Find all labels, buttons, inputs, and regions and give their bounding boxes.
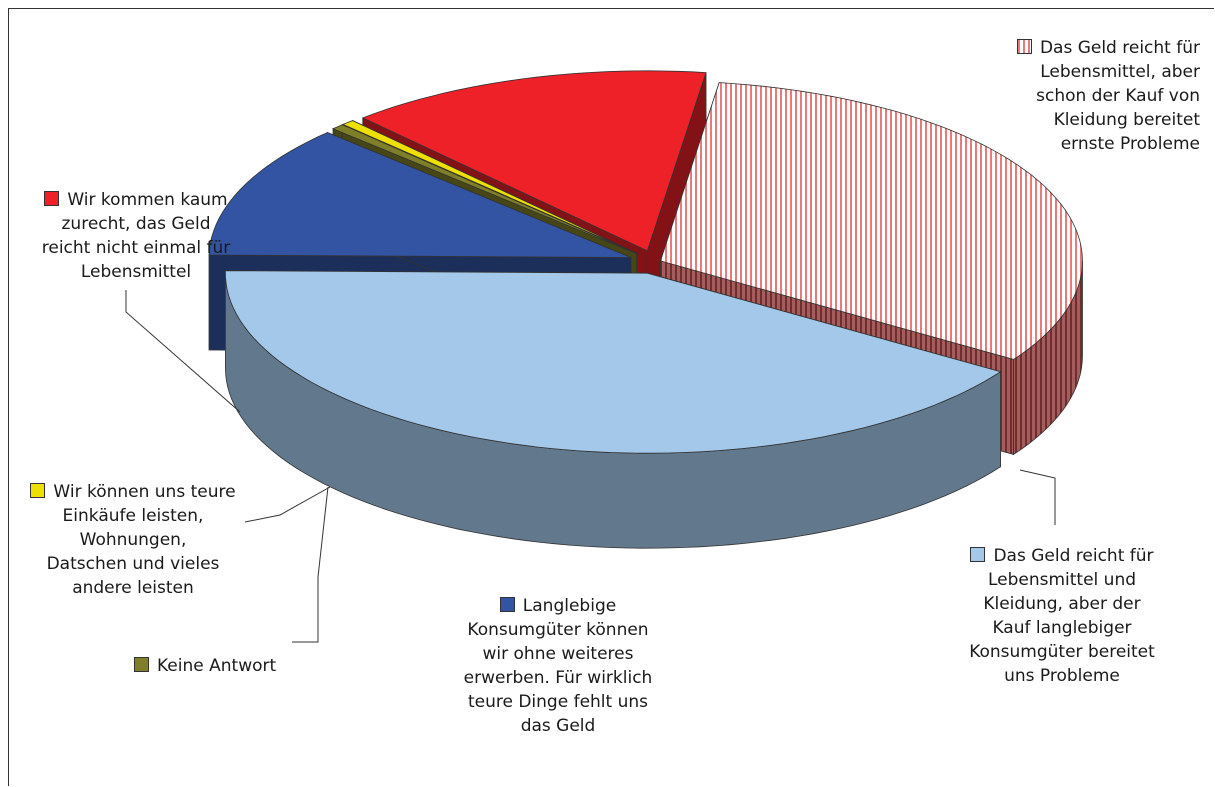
label-keine-antwort: Keine Antwort (134, 630, 294, 678)
label-kleidung-problem: Das Geld reicht für Lebensmittel, aber s… (1002, 12, 1200, 156)
label-langlebig-problem: Das Geld reicht für Lebensmittel und Kle… (969, 546, 1155, 686)
legend-swatch-kleidung (1016, 39, 1032, 54)
slice-2-top (208, 132, 632, 258)
label-kaum-zurecht: Wir kommen kaum zurecht, das Geld reicht… (41, 190, 231, 282)
leader-langlebig (1019, 469, 1056, 525)
slice-5-top (361, 70, 707, 252)
slice-1 (224, 270, 1002, 549)
legend-swatch-teure-dinge (499, 597, 515, 612)
slice-0-top (659, 82, 1083, 360)
label-teure-dinge: Langlebige Konsumgüter können wir ohne w… (463, 596, 653, 736)
legend-swatch-kaum (44, 191, 60, 206)
slice-1-top (224, 270, 1002, 454)
label-teure-einkaeufe: Wir können uns teure Einkäufe leisten, W… (18, 456, 248, 600)
slice-3-top (331, 124, 637, 255)
legend-swatch-teure-einkaeufe (30, 483, 46, 498)
chart-frame (8, 8, 1214, 786)
legend-swatch-keine-antwort (134, 657, 149, 672)
legend-swatch-langlebig (970, 547, 986, 562)
leader-teure-einkaeufe (244, 486, 331, 523)
slice-4-top (341, 120, 638, 254)
leader-kaum (125, 290, 241, 413)
leader-keine-antwort (292, 486, 329, 643)
